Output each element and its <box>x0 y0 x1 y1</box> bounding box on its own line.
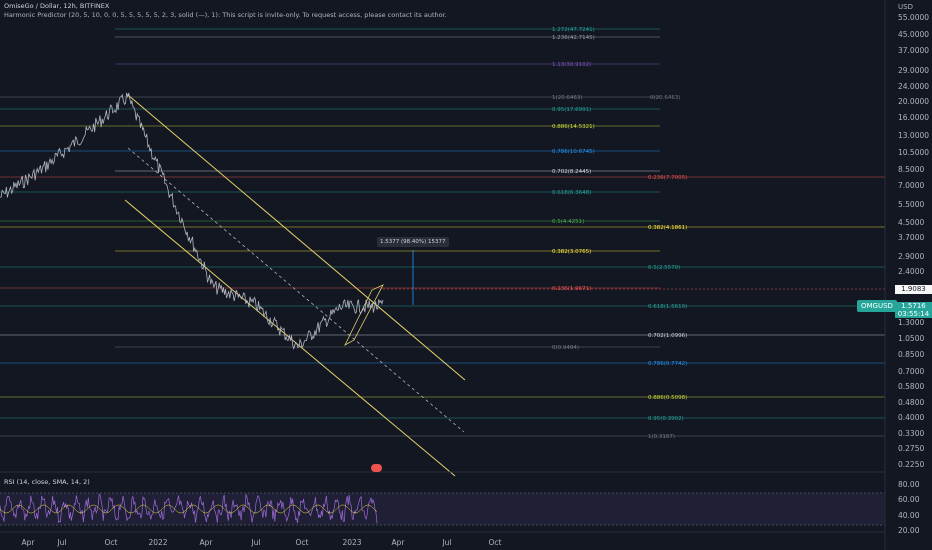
fib-level-label: 0.95(17.6991) <box>552 107 591 113</box>
fib-level-label: 0.618(6.3648) <box>552 190 591 196</box>
fib-level-label: 0.702(1.0996) <box>648 333 687 339</box>
indicator-status: Harmonic Predictor (20, 5, 10, 0, 0, 5, … <box>4 11 447 19</box>
fib-level-label: 0(20.6463) <box>650 95 681 101</box>
rsi-tick-label: 40.00 <box>898 511 920 520</box>
fib-levels-layer: 1.272(47.7241) 1.236(42.7145) 1.13(30.9102… <box>0 27 885 440</box>
fib-level-label: 0.382(3.0765) <box>552 249 591 255</box>
price-tick-label: 1.0500 <box>898 334 924 343</box>
price-tick-label: 0.3300 <box>898 429 924 438</box>
rsi-tick-label: 80.00 <box>898 480 920 489</box>
fib-level-label: 1.13(30.9102) <box>552 62 591 68</box>
time-tick-label: Jul <box>441 538 451 547</box>
price-tick-label: 10.5000 <box>898 148 929 157</box>
price-tick-label: 0.4000 <box>898 413 924 422</box>
fib-level-label: 1(0.3167) <box>648 434 675 440</box>
countdown-value: 03:55:14 <box>897 310 930 318</box>
time-tick-label: Oct <box>296 538 309 547</box>
rsi-band <box>0 493 885 525</box>
price-tick-label: 2.9000 <box>898 252 924 261</box>
time-tick-label: Jul <box>56 538 66 547</box>
time-tick-label: Oct <box>105 538 118 547</box>
price-tick-label: 0.2750 <box>898 444 924 453</box>
fib-level-label: 0.618(1.5619) <box>648 304 687 310</box>
fib-level-label: 1.236(42.7145) <box>552 35 595 41</box>
fib-level-label: 1.272(47.7241) <box>552 27 595 33</box>
rsi-line <box>0 493 378 524</box>
last-price-tag: 1.5716 03:55:14 <box>895 302 932 318</box>
price-tick-label: 0.5800 <box>898 382 924 391</box>
rsi-panel <box>0 492 885 526</box>
fib-level-label: 0.236(7.7005) <box>648 175 687 181</box>
price-tick-label: 0.7000 <box>898 367 924 376</box>
price-tick-label: 1.3000 <box>898 318 924 327</box>
channel-mid-dashed-line <box>127 147 465 433</box>
channel-layer <box>124 94 885 477</box>
fib-level-label: 0.382(4.1861) <box>648 225 687 231</box>
rsi-ma-line <box>0 504 378 514</box>
price-tick-label: 37.0000 <box>898 46 929 55</box>
rsi-tick-label: 20.00 <box>898 526 920 535</box>
price-tick-label: 0.8500 <box>898 350 924 359</box>
time-tick-label: Jul <box>250 538 260 547</box>
fib-level-label: 0.886(14.5321) <box>552 124 595 130</box>
fib-level-label: 0.95(0.3902) <box>648 416 684 422</box>
time-tick-label: Apr <box>22 538 36 547</box>
breakout-channel <box>344 284 384 346</box>
price-tick-label: 29.0000 <box>898 66 929 75</box>
price-tick-label: 20.0000 <box>898 97 929 106</box>
rsi-label: RSI (14, close, SMA, 14, 2) <box>4 478 90 486</box>
time-axis[interactable]: Apr Jul Oct 2022 Apr Jul Oct 2023 Apr Jul Oct <box>0 531 885 547</box>
fib-level-label: 0.5(2.5570) <box>648 265 680 271</box>
symbol-tag: OMGUSD <box>857 300 897 312</box>
time-tick-label: 2023 <box>342 538 361 547</box>
price-tick-label: 0.2250 <box>898 460 924 469</box>
fib-level-label: 0.786(10.6745) <box>552 149 595 155</box>
channel-upper-line <box>127 94 466 381</box>
fib-level-label: 0.886(0.5098) <box>648 395 687 401</box>
price-tick-label: 7.0000 <box>898 181 924 190</box>
time-tick-label: Oct <box>489 538 502 547</box>
price-tick-label: 5.5000 <box>898 200 924 209</box>
fib-level-label: 0.5(4.4251) <box>552 219 584 225</box>
price-tick-label: 24.0000 <box>898 82 929 91</box>
fib-level-label: 0(0.9484) <box>552 345 579 351</box>
event-flag-icon[interactable] <box>371 464 382 472</box>
price-tick-label: 4.5000 <box>898 218 924 227</box>
price-tick-label: 0.4800 <box>898 398 924 407</box>
rsi-axis: 80.00 60.00 40.00 20.00 <box>0 471 920 535</box>
price-tick-label: 16.0000 <box>898 113 929 122</box>
price-tick-label: 3.7000 <box>898 233 924 242</box>
price-tick-label: 45.0000 <box>898 30 929 39</box>
price-series-line <box>0 92 384 350</box>
chart-header: OmiseGo / Dollar, 12h, BITFINEX Harmonic… <box>4 2 447 20</box>
measure-label: 1.5377 (98.40%) 15377 <box>377 237 449 247</box>
fib-level-label: 0.702(8.2445) <box>552 169 591 175</box>
price-tick-label: 8.5000 <box>898 165 924 174</box>
alt-price-tag: 1.9083 <box>895 285 932 294</box>
time-tick-label: 2022 <box>148 538 167 547</box>
last-price-value: 1.5716 <box>901 302 926 310</box>
time-tick-label: Apr <box>200 538 214 547</box>
price-tick-label: 2.4000 <box>898 267 924 276</box>
fib-level-label: 0.786(0.7742) <box>648 361 687 367</box>
price-tick-label: 55.0000 <box>898 13 929 22</box>
chart-title: OmiseGo / Dollar, 12h, BITFINEX <box>4 2 110 10</box>
price-axis[interactable]: 55.0000 45.0000 37.0000 29.0000 24.0000 20.00… <box>884 0 929 550</box>
currency-label: USD <box>898 3 913 11</box>
price-tick-label: 13.0000 <box>898 131 929 140</box>
fib-level-label: 1(20.6463) <box>552 95 583 101</box>
time-tick-label: Apr <box>392 538 406 547</box>
rsi-tick-label: 60.00 <box>898 495 920 504</box>
